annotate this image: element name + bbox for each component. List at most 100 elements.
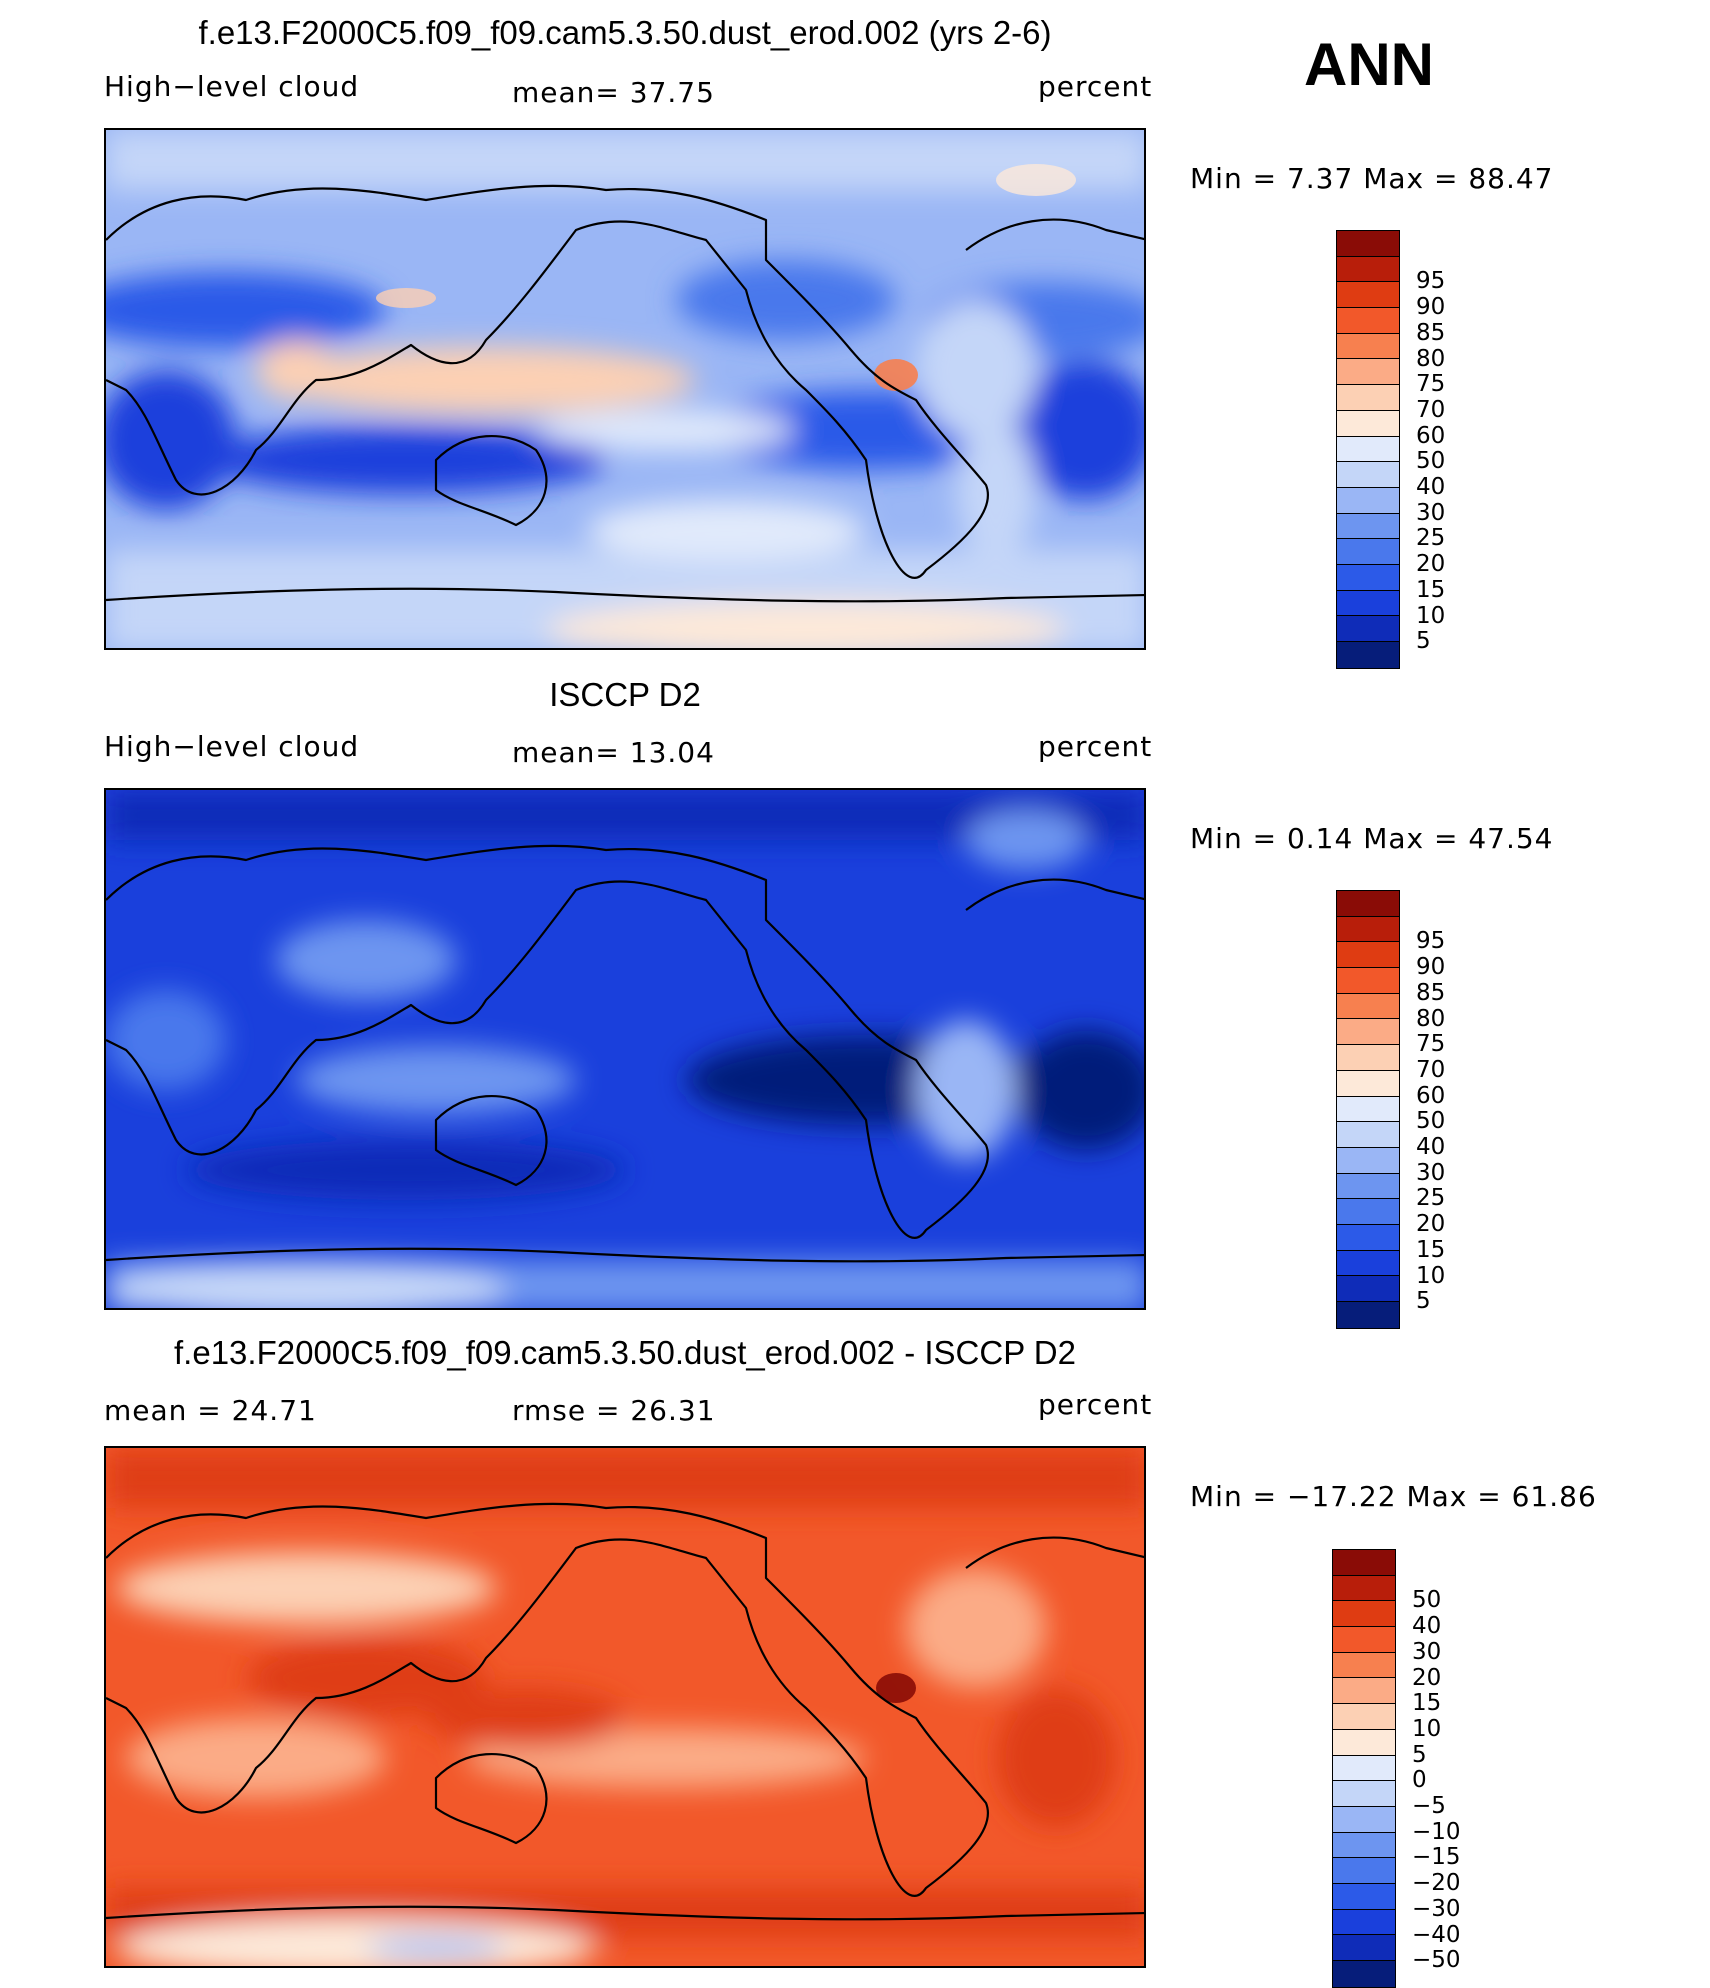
colorbar-swatch — [1333, 1961, 1395, 1987]
colorbar-tick-label: 15 — [1416, 1236, 1446, 1263]
colorbar-swatch — [1337, 590, 1399, 617]
colorbar-tick-label: −30 — [1412, 1895, 1461, 1922]
colorbar-swatch — [1337, 436, 1399, 463]
colorbar-swatch — [1337, 308, 1399, 334]
colorbar-tick-label: 75 — [1416, 1031, 1446, 1058]
colorbar-swatch — [1337, 385, 1399, 411]
colorbar-swatch — [1333, 1755, 1395, 1782]
colorbar-swatch — [1337, 1147, 1399, 1174]
panel-1-units-label: percent — [1038, 70, 1153, 103]
colorbar-swatch — [1333, 1627, 1395, 1653]
colorbar-swatch — [1337, 968, 1399, 994]
colorbar-swatch — [1337, 231, 1399, 257]
colorbar-tick-label: 85 — [1416, 319, 1446, 346]
colorbar-tick-label: −10 — [1412, 1818, 1461, 1845]
colorbar-swatch — [1333, 1678, 1395, 1705]
colorbar-swatch — [1337, 1096, 1399, 1123]
colorbar-swatch — [1337, 513, 1399, 540]
panel-3-mean-label: mean = 24.71 — [104, 1394, 317, 1427]
colorbar-swatch — [1337, 1224, 1399, 1251]
colorbar-swatch — [1333, 1909, 1395, 1936]
colorbar-tick-label: 15 — [1412, 1690, 1442, 1717]
colorbar-swatch — [1337, 1199, 1399, 1225]
colorbar-swatch — [1337, 333, 1399, 360]
colorbar-tick-label: 15 — [1416, 576, 1446, 603]
colorbar-swatch — [1333, 1729, 1395, 1756]
colorbar-swatch — [1337, 993, 1399, 1020]
panel-1-mean-label: mean= 37.75 — [512, 76, 715, 109]
colorbar-swatch — [1337, 359, 1399, 386]
colorbar-tick-label: 50 — [1416, 448, 1446, 475]
colorbar-tick-label: 10 — [1416, 602, 1446, 629]
colorbar-swatch — [1337, 916, 1399, 943]
panel-1-map — [104, 128, 1146, 650]
colorbar-tick-label: 80 — [1416, 345, 1446, 372]
colorbar-swatch — [1333, 1806, 1395, 1833]
colorbar-swatch — [1337, 1045, 1399, 1071]
panel-1-colorbar — [1336, 230, 1400, 669]
colorbar-tick-label: 50 — [1416, 1108, 1446, 1135]
colorbar-tick-label: 80 — [1416, 1005, 1446, 1032]
colorbar-swatch — [1337, 462, 1399, 488]
panel-2-units-label: percent — [1038, 730, 1153, 763]
colorbar-tick-label: 30 — [1416, 499, 1446, 526]
colorbar-tick-label: 25 — [1416, 1185, 1446, 1212]
colorbar-swatch — [1333, 1883, 1395, 1910]
colorbar-swatch — [1337, 942, 1399, 969]
panel-3-map — [104, 1446, 1146, 1968]
colorbar-swatch — [1337, 539, 1399, 565]
colorbar-tick-label: 95 — [1416, 268, 1446, 295]
colorbar-swatch — [1337, 1250, 1399, 1277]
colorbar-tick-label: −40 — [1412, 1921, 1461, 1948]
colorbar-swatch — [1337, 891, 1399, 917]
season-label: ANN — [1304, 31, 1434, 98]
colorbar-tick-label: 20 — [1416, 551, 1446, 578]
colorbar-tick-label: 0 — [1412, 1767, 1427, 1794]
colorbar-swatch — [1337, 1173, 1399, 1200]
colorbar-swatch — [1333, 1652, 1395, 1679]
colorbar-swatch — [1333, 1704, 1395, 1730]
colorbar-tick-label: 70 — [1416, 1056, 1446, 1083]
colorbar-swatch — [1337, 564, 1399, 591]
colorbar-tick-label: 20 — [1412, 1664, 1442, 1691]
panel-2-mean-label: mean= 13.04 — [512, 736, 715, 769]
colorbar-tick-label: 60 — [1416, 1082, 1446, 1109]
colorbar-tick-label: 20 — [1416, 1211, 1446, 1238]
colorbar-swatch — [1337, 1019, 1399, 1046]
panel-2-colorbar — [1336, 890, 1400, 1329]
panel-2-minmax: Min = 0.14 Max = 47.54 — [1190, 822, 1554, 855]
panel-3-title: f.e13.F2000C5.f09_f09.cam5.3.50.dust_ero… — [174, 1334, 1076, 1371]
colorbar-tick-label: 40 — [1416, 474, 1446, 500]
colorbar-tick-label: 75 — [1416, 371, 1446, 398]
colorbar-swatch — [1337, 487, 1399, 514]
colorbar-swatch — [1337, 616, 1399, 642]
colorbar-swatch — [1337, 1122, 1399, 1148]
colorbar-tick-label: 25 — [1416, 525, 1446, 552]
panel-1-title: f.e13.F2000C5.f09_f09.cam5.3.50.dust_ero… — [198, 14, 1052, 51]
colorbar-swatch — [1333, 1781, 1395, 1807]
colorbar-tick-label: 50 — [1412, 1587, 1442, 1614]
panel-2-title: ISCCP D2 — [549, 676, 701, 713]
colorbar-tick-label: −15 — [1412, 1844, 1461, 1871]
colorbar-tick-label: 90 — [1416, 954, 1446, 981]
colorbar-swatch — [1333, 1935, 1395, 1961]
colorbar-tick-label: 5 — [1416, 628, 1431, 655]
colorbar-swatch — [1337, 1070, 1399, 1097]
panel-3-minmax: Min = −17.22 Max = 61.86 — [1190, 1480, 1597, 1513]
colorbar-swatch — [1333, 1550, 1395, 1576]
colorbar-swatch — [1333, 1858, 1395, 1884]
colorbar-tick-label: −5 — [1412, 1793, 1446, 1819]
colorbar-swatch — [1337, 282, 1399, 309]
colorbar-tick-label: −50 — [1412, 1947, 1461, 1974]
panel-3-rmse-label: rmse = 26.31 — [512, 1394, 716, 1427]
colorbar-swatch — [1337, 410, 1399, 437]
colorbar-tick-label: 70 — [1416, 396, 1446, 423]
colorbar-tick-label: 60 — [1416, 422, 1446, 449]
panel-2-variable-label: High−level cloud — [104, 730, 360, 763]
colorbar-tick-label: 30 — [1416, 1159, 1446, 1186]
colorbar-tick-label: 5 — [1412, 1741, 1427, 1768]
colorbar-swatch — [1333, 1601, 1395, 1628]
colorbar-tick-label: 5 — [1416, 1288, 1431, 1315]
colorbar-tick-label: 40 — [1416, 1134, 1446, 1160]
colorbar-tick-label: 10 — [1412, 1715, 1442, 1742]
